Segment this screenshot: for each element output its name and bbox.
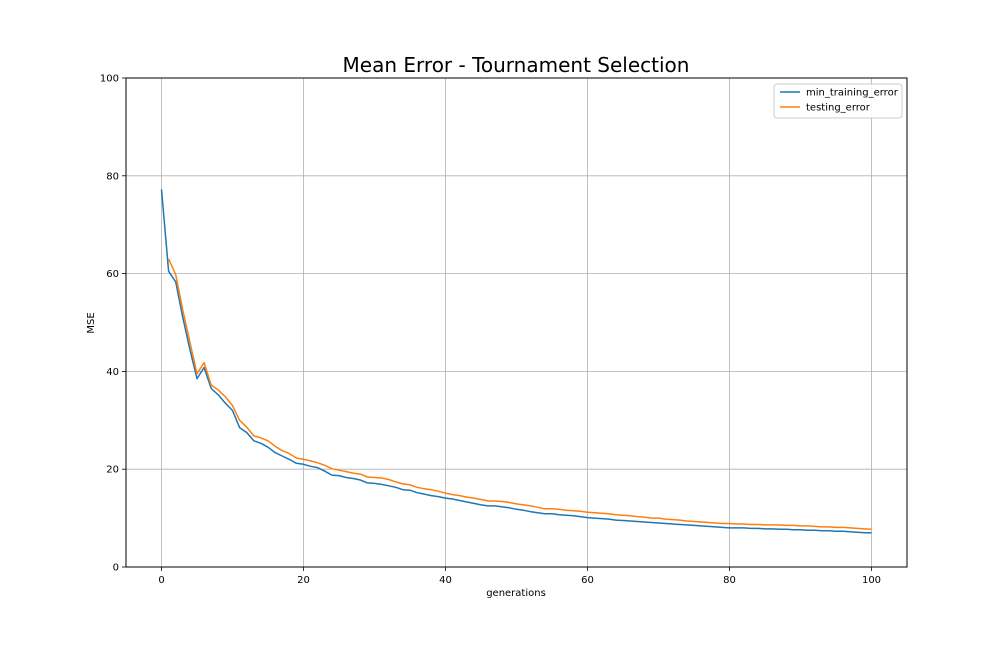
series-line-testing-error [167, 258, 872, 531]
grid-lines [126, 77, 907, 568]
x-tick-label: 40 [439, 575, 452, 586]
legend-box [773, 83, 903, 119]
y-tick-label: 100 [100, 74, 119, 85]
plot-frame [125, 77, 908, 568]
x-tick-label: 100 [862, 575, 881, 586]
legend-label-min-training-error: min_training_error [806, 88, 899, 99]
series-lines [160, 189, 872, 534]
legend: min_training_error testing_error [773, 83, 903, 119]
legend-label-testing-error: testing_error [806, 103, 871, 114]
axis-ticks: 0 20 40 60 80 100 0 20 40 60 80 100 [100, 74, 881, 587]
x-axis-label: generations [486, 588, 546, 599]
series-line-min-training-error [160, 189, 872, 534]
y-tick-label: 0 [113, 563, 119, 574]
y-tick-label: 60 [106, 269, 119, 280]
x-tick-label: 60 [581, 575, 594, 586]
x-tick-label: 0 [158, 575, 164, 586]
y-tick-label: 20 [106, 465, 119, 476]
x-tick-label: 80 [723, 575, 736, 586]
chart-title: Mean Error - Tournament Selection [343, 53, 690, 77]
y-tick-label: 80 [106, 171, 119, 182]
x-tick-label: 20 [297, 575, 310, 586]
y-tick-label: 40 [106, 367, 119, 378]
y-axis-label: MSE [86, 312, 97, 333]
